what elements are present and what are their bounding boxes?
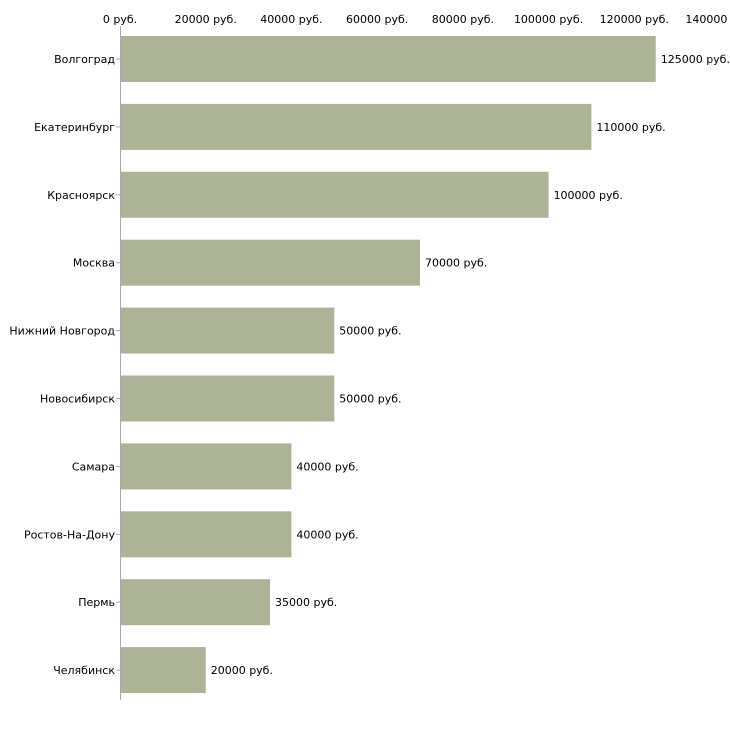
category-label: Челябинск: [53, 664, 115, 677]
category-label: Самара: [72, 460, 115, 473]
x-tick-label: 40000 руб.: [260, 13, 322, 26]
value-label: 100000 руб.: [554, 189, 623, 202]
category-label: Красноярск: [47, 189, 115, 202]
bar-2: [121, 103, 592, 150]
category-label: Ростов-На-Дону: [24, 528, 115, 541]
bar-9: [121, 579, 270, 626]
value-label: 50000 руб.: [339, 325, 401, 338]
bar-7: [121, 443, 292, 490]
bar-3: [121, 171, 549, 218]
category-label: Москва: [73, 257, 115, 270]
x-tick-label: 60000 руб.: [346, 13, 408, 26]
value-label: 35000 руб.: [275, 596, 337, 609]
value-label: 20000 руб.: [211, 664, 273, 677]
x-tick-label: 100000 руб.: [514, 13, 583, 26]
bar-5: [121, 307, 335, 354]
bars: [121, 36, 656, 694]
x-tick-label: 80000 руб.: [432, 13, 494, 26]
x-tick-label: 0 руб.: [103, 13, 137, 26]
value-label: 70000 руб.: [425, 257, 487, 270]
bar-4: [121, 239, 420, 286]
category-label: Нижний Новгород: [9, 325, 115, 338]
category-label: Новосибирск: [40, 393, 115, 406]
value-labels: 125000 руб. 110000 руб. 100000 руб. 70000 р…: [211, 53, 730, 677]
x-tick-label: 140000 руб.: [685, 13, 730, 26]
value-label: 110000 руб.: [596, 121, 665, 134]
bar-1: [121, 36, 656, 82]
category-label: Волгоград: [54, 53, 115, 66]
category-labels: Волгоград Екатеринбург Красноярск Москва Ниж…: [9, 53, 120, 677]
x-tick-label: 20000 руб.: [175, 13, 237, 26]
value-label: 125000 руб.: [661, 53, 730, 66]
bar-10: [121, 647, 206, 694]
category-label: Екатеринбург: [34, 121, 115, 134]
value-label: 40000 руб.: [296, 528, 358, 541]
x-tick-label: 120000 руб.: [600, 13, 669, 26]
bar-8: [121, 511, 292, 558]
x-axis-ticks: 0 руб. 20000 руб. 40000 руб. 60000 руб. 8000…: [103, 13, 730, 26]
value-label: 50000 руб.: [339, 393, 401, 406]
category-label: Пермь: [78, 596, 115, 609]
value-label: 40000 руб.: [296, 460, 358, 473]
bar-6: [121, 375, 335, 422]
